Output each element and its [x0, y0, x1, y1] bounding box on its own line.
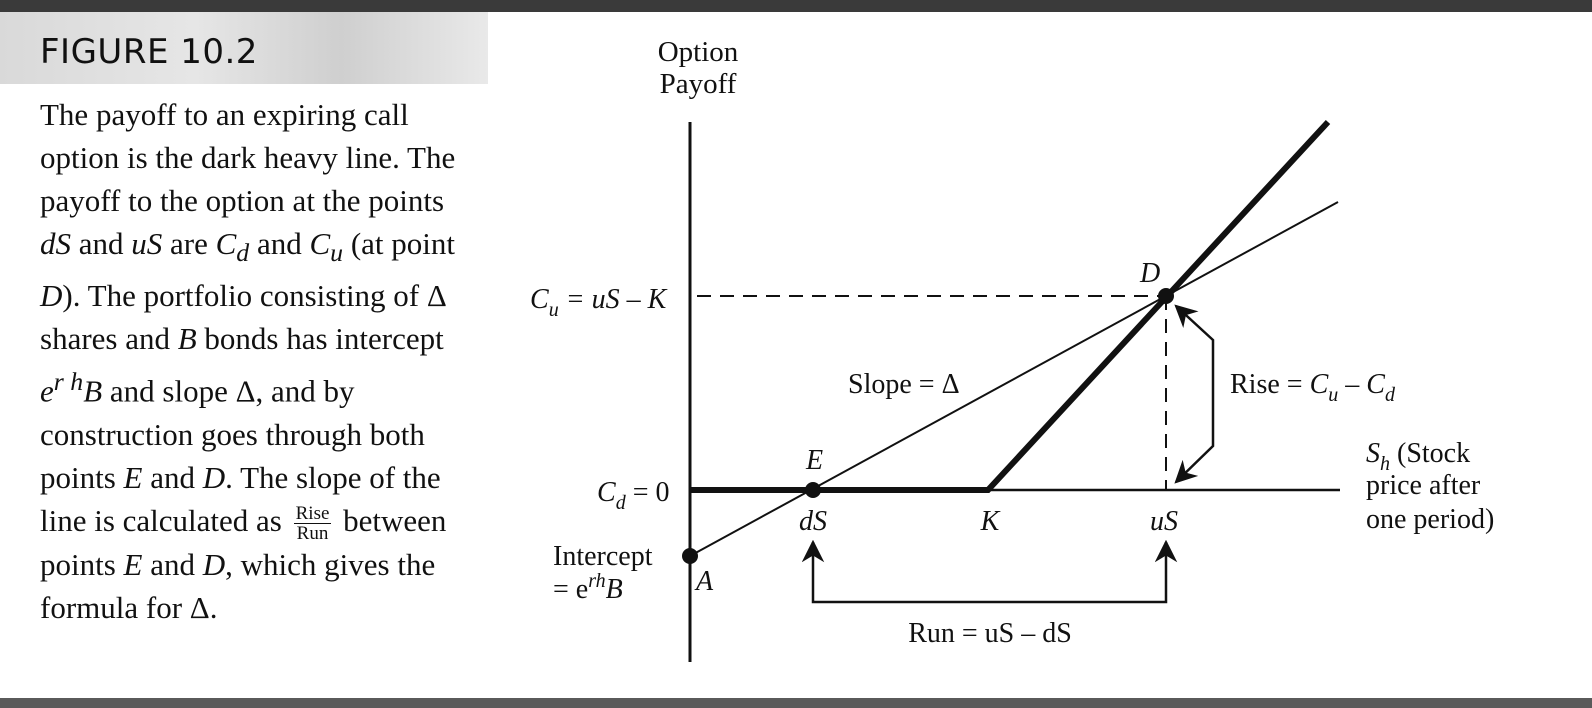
call-payoff-line	[690, 119, 1331, 493]
caption-text: are	[162, 226, 216, 261]
fraction-denominator: Run	[296, 522, 329, 544]
point-a-label: A	[694, 566, 714, 597]
caption-var: E	[123, 459, 143, 495]
caption-text: , which gives the formula for Δ.	[40, 546, 436, 625]
caption-var: D	[202, 459, 226, 495]
caption-var: r h	[53, 367, 84, 397]
x-axis-label-line3: one period)	[1366, 504, 1494, 535]
caption-text: bonds has intercept	[196, 321, 444, 357]
run-arrow	[801, 539, 1178, 604]
cu-label: Cu = uS – K	[530, 284, 668, 321]
caption-var: B	[177, 321, 197, 357]
caption-text: and	[249, 226, 310, 261]
tick-ds-label: dS	[799, 506, 827, 537]
caption-text: The payoff to an expiring call option is…	[40, 97, 456, 218]
x-axis-label-line2: price after	[1366, 470, 1481, 501]
caption-var: C	[215, 226, 237, 261]
intercept-label-line2: = erhB	[553, 570, 623, 605]
caption-text: . The slope of the line is calculated as	[40, 459, 441, 538]
caption-var: D	[40, 278, 63, 314]
caption-var: dS	[40, 226, 71, 261]
point-e-marker	[805, 482, 821, 498]
caption-text: and	[142, 459, 203, 495]
portfolio-line	[689, 201, 1339, 557]
tick-k-label: K	[980, 506, 1001, 537]
rise-arrow	[1174, 304, 1215, 484]
rise-over-run-fraction: Rise Run	[293, 502, 332, 544]
tick-us-label: uS	[1150, 506, 1178, 537]
run-label: Run = uS – dS	[908, 618, 1072, 649]
point-d-marker	[1158, 288, 1174, 304]
y-axis-title-line2: Payoff	[660, 68, 737, 100]
figure-banner: FIGURE 10.2	[0, 12, 488, 84]
caption-var: D	[202, 546, 226, 582]
bottom-rule	[0, 698, 1592, 708]
caption-var: d	[236, 238, 250, 268]
caption-var: B	[83, 373, 103, 409]
y-axis-title-line1: Option	[658, 36, 739, 68]
point-e-label: E	[805, 445, 823, 476]
caption-text: and	[71, 226, 132, 261]
caption-var: C	[309, 226, 331, 261]
intercept-label-line1: Intercept	[553, 541, 653, 572]
cd-label: Cd = 0	[597, 477, 669, 514]
caption-var: uS	[131, 226, 163, 261]
caption-var: E	[123, 546, 143, 582]
caption-text: ). The portfolio consisting of Δ shares …	[40, 278, 446, 357]
caption-var: u	[330, 238, 344, 268]
point-d-label: D	[1139, 258, 1160, 289]
fraction-numerator: Rise	[293, 502, 332, 524]
figure-label: FIGURE 10.2	[40, 32, 258, 72]
slope-label: Slope = Δ	[848, 369, 960, 400]
figure-caption: The payoff to an expiring call option is…	[40, 93, 470, 629]
caption-text: between points	[40, 502, 447, 582]
point-a-marker	[682, 548, 698, 564]
rise-label: Rise = Cu – Cd	[1230, 369, 1396, 406]
top-rule	[0, 0, 1592, 12]
x-axis-label-line1: Sh (Stock	[1366, 438, 1470, 475]
caption-var: e	[40, 373, 54, 409]
caption-text: and	[142, 546, 203, 582]
caption-text: and slope Δ, and by construction goes th…	[40, 373, 425, 495]
caption-text: (at point	[343, 226, 456, 261]
